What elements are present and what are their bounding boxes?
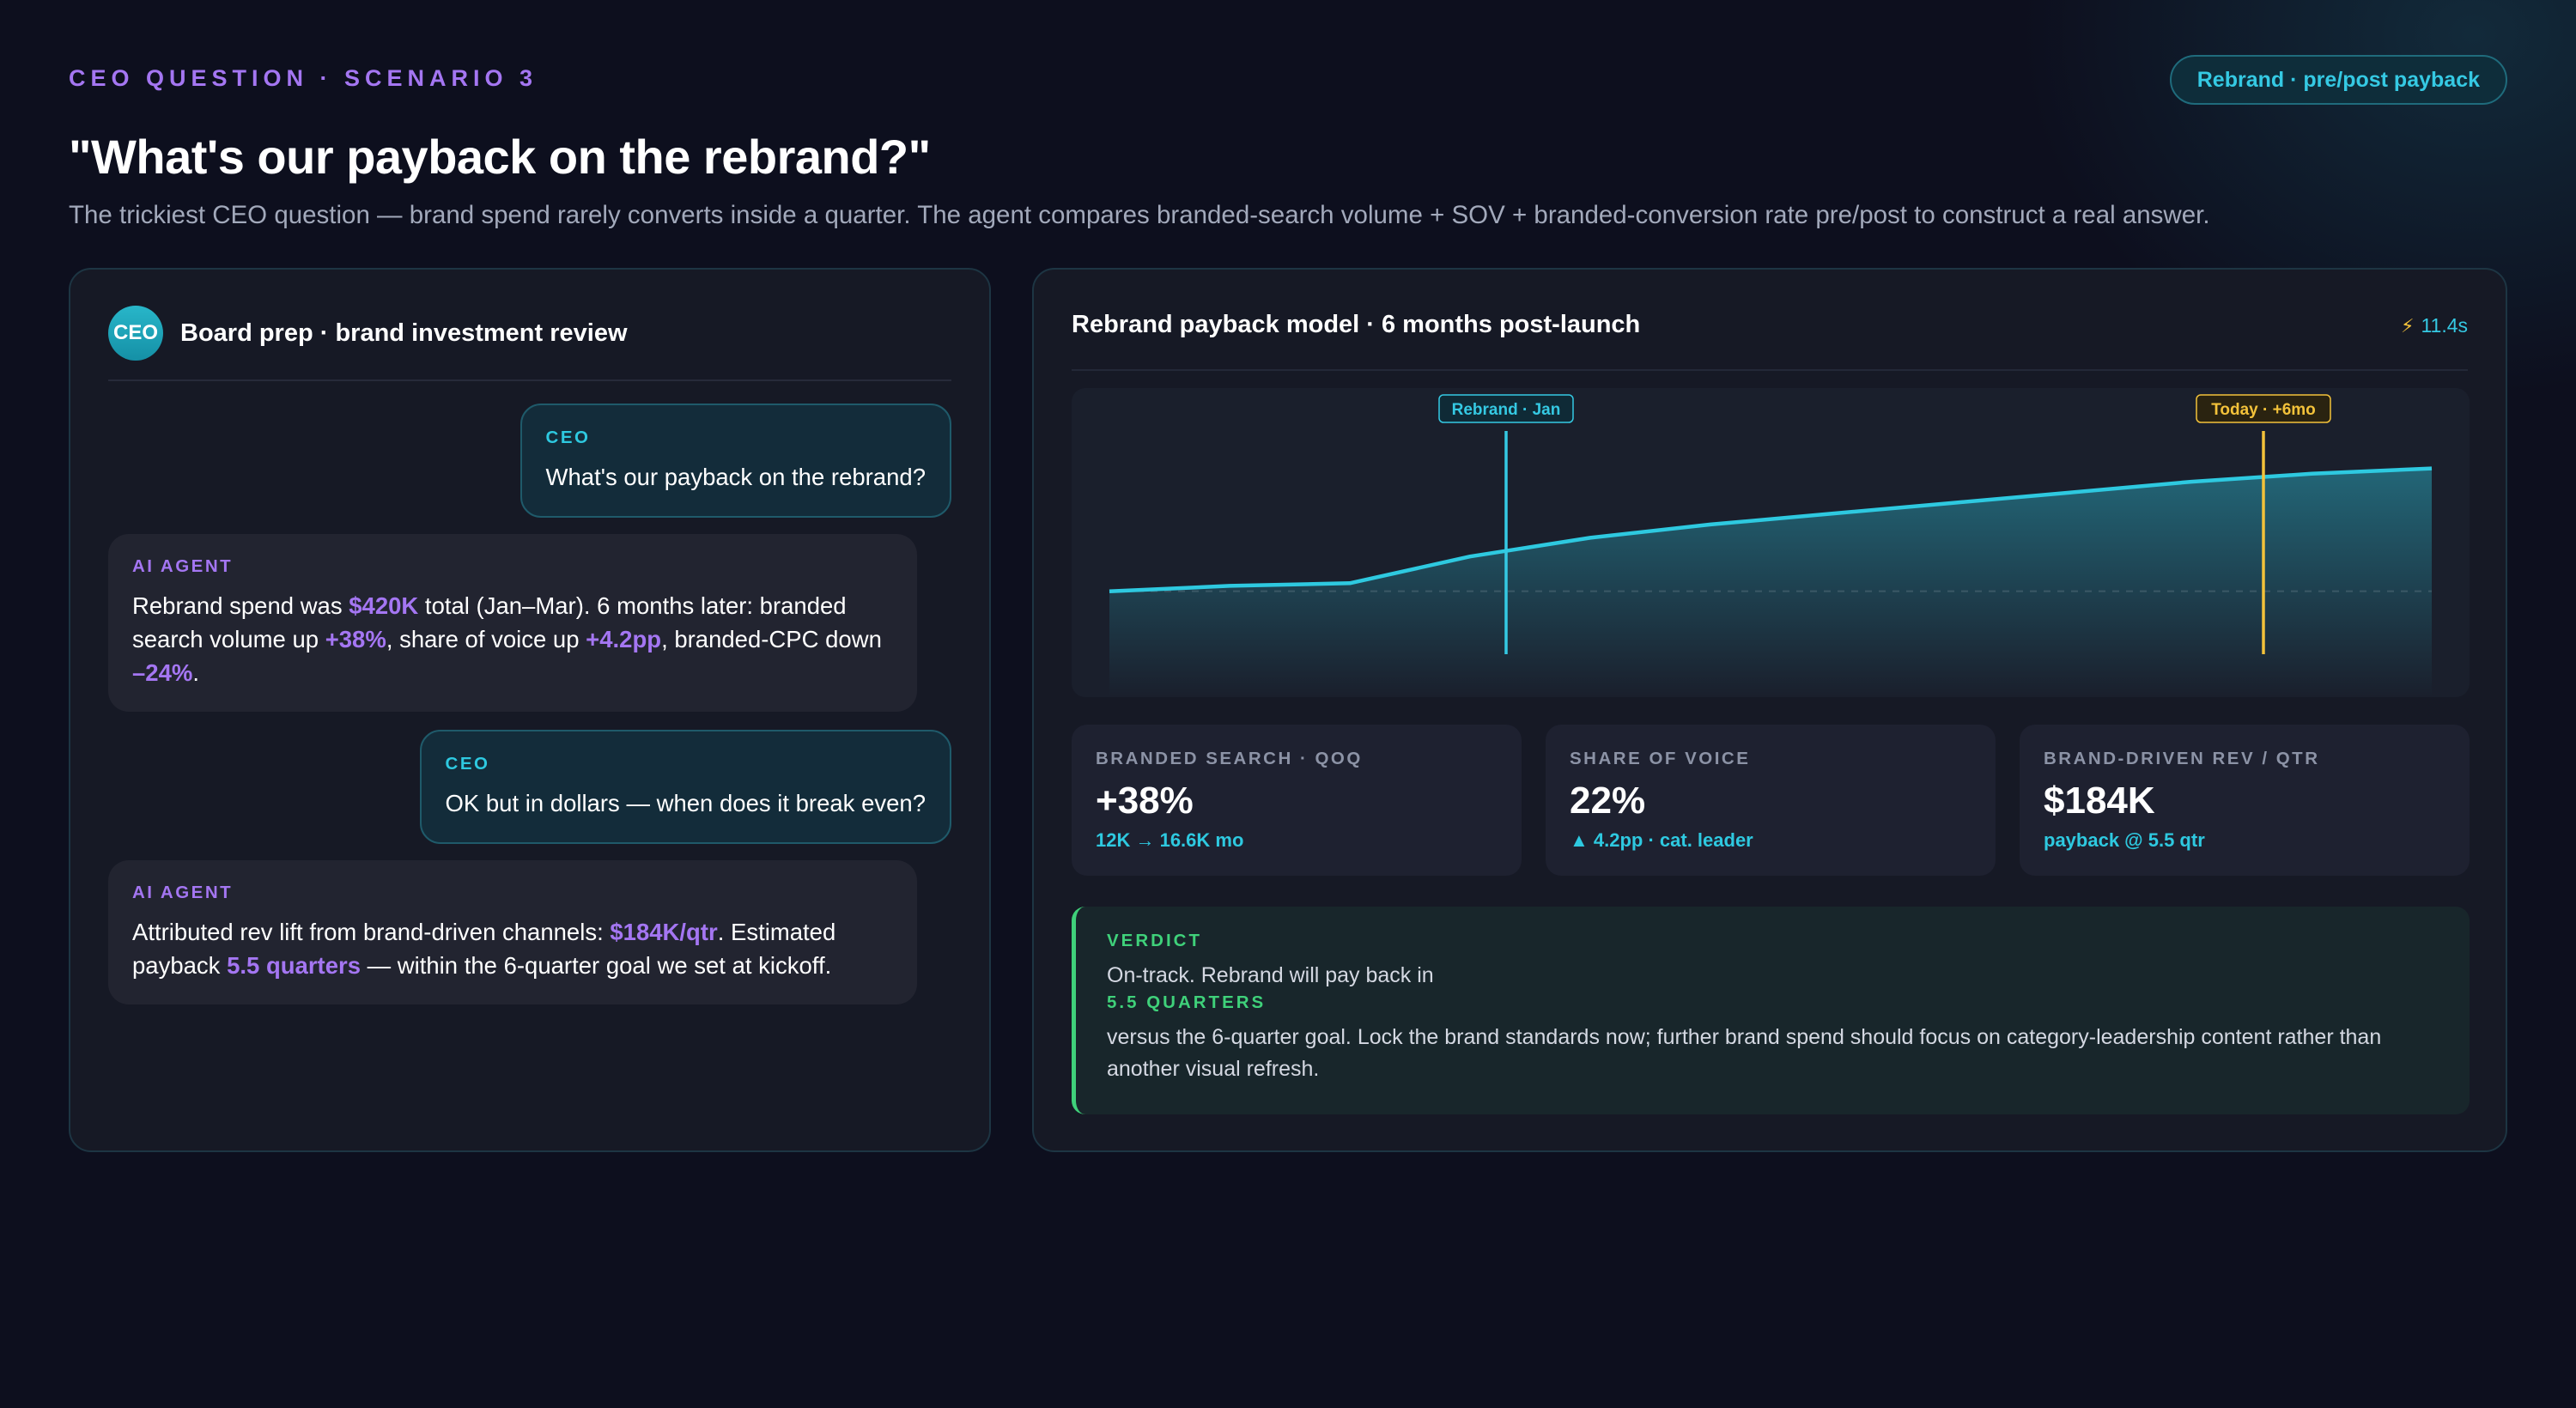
- event-marker-tag: [1438, 394, 1574, 423]
- model-title: Rebrand payback model · 6 months post-la…: [1072, 311, 1641, 338]
- event-marker-label: Today · +6mo: [2211, 401, 2316, 419]
- highlighted-figure: 5.5 quarters: [227, 952, 361, 979]
- avatar: CEO: [108, 306, 163, 361]
- payback-chart: Rebrand · Jan Today · +6mo: [1072, 388, 2470, 697]
- message-role: CEO: [545, 428, 591, 447]
- metric-label: SHARE OF VOICE: [1570, 749, 1751, 768]
- metric-subtext: payback @ 5.5 qtr: [2044, 829, 2205, 851]
- message-text: Attributed rev lift from brand-driven ch…: [132, 915, 893, 982]
- chat-panel: CEO Board prep · brand investment review…: [69, 268, 991, 1152]
- verdict-body: versus the 6-quarter goal. Lock the bran…: [1107, 1025, 2382, 1081]
- page-title: "What's our payback on the rebrand?": [69, 130, 931, 184]
- message-fragment: . Estimated payback: [132, 919, 836, 979]
- verdict-lead: On-track. Rebrand will pay back in: [1107, 963, 1434, 987]
- metric-label: BRANDED SEARCH · QOQ: [1096, 749, 1363, 768]
- message-fragment: , share of voice up: [386, 626, 586, 652]
- scenario-pill[interactable]: Rebrand · pre/post payback: [2169, 55, 2507, 105]
- message-role: AI AGENT: [132, 883, 234, 902]
- message-fragment: Attributed rev lift from brand-driven ch…: [132, 919, 611, 945]
- metric-value: $184K: [2044, 780, 2155, 822]
- verdict-payback: 5.5 QUARTERS: [1107, 992, 1267, 1012]
- chat-header: CEO Board prep · brand investment review: [108, 306, 951, 381]
- event-marker-tag: [2196, 394, 2331, 423]
- message-fragment: — within the 6-quarter goal we set at ki…: [361, 952, 832, 979]
- page-subtitle: The trickiest CEO question — brand spend…: [69, 201, 2210, 229]
- message-fragment: Rebrand spend was: [132, 592, 349, 619]
- model-header: Rebrand payback model · 6 months post-la…: [1072, 300, 2468, 371]
- payback-chart-svg: Rebrand · Jan Today · +6mo: [1109, 394, 2433, 697]
- message-role: AI AGENT: [132, 556, 234, 576]
- verdict-card: VERDICT On-track. Rebrand will pay back …: [1072, 907, 2470, 1114]
- highlighted-figure: +4.2pp: [586, 626, 662, 652]
- series-area: [1109, 468, 2432, 697]
- payback-model-panel: Rebrand payback model · 6 months post-la…: [1032, 268, 2507, 1152]
- highlighted-figure: +38%: [325, 626, 386, 652]
- message-text: Rebrand spend was $420K total (Jan–Mar).…: [132, 589, 893, 689]
- chat-message-user: CEO OK but in dollars — when does it bre…: [419, 730, 951, 844]
- message-text: OK but in dollars — when does it break e…: [445, 790, 926, 816]
- lightning-bolt-icon: ⚡: [2400, 314, 2415, 337]
- verdict-label: VERDICT: [1107, 931, 1202, 950]
- series-line: [1109, 466, 2433, 593]
- message-fragment: total (Jan–Mar). 6 months later: branded…: [132, 592, 847, 652]
- response-time-value: 11.4s: [2421, 314, 2468, 337]
- message-role: CEO: [445, 754, 490, 774]
- metric-value: +38%: [1096, 780, 1194, 822]
- message-fragment: , branded-CPC down: [661, 626, 882, 652]
- chat-message-agent: AI AGENT Attributed rev lift from brand-…: [108, 860, 917, 1004]
- highlighted-figure: –24%: [132, 659, 193, 686]
- metric-subtext: 12K → 16.6K mo: [1096, 829, 1244, 851]
- metric-subtext: ▲ 4.2pp · cat. leader: [1570, 829, 1753, 851]
- event-marker-label: Rebrand · Jan: [1452, 401, 1561, 419]
- scenario-eyebrow: CEO QUESTION · SCENARIO 3: [69, 65, 538, 91]
- highlighted-figure: $420K: [349, 592, 419, 619]
- metric-card-share-of-voice: SHARE OF VOICE 22% ▲ 4.2pp · cat. leader: [1546, 725, 1996, 876]
- chat-message-user: CEO What's our payback on the rebrand?: [519, 404, 951, 518]
- chat-title: Board prep · brand investment review: [180, 319, 628, 347]
- metric-value: 22%: [1570, 780, 1646, 822]
- metric-label: BRAND-DRIVEN REV / QTR: [2044, 749, 2320, 768]
- response-time: ⚡ 11.4s: [2401, 314, 2468, 337]
- chat-message-agent: AI AGENT Rebrand spend was $420K total (…: [108, 534, 917, 712]
- message-text: What's our payback on the rebrand?: [545, 464, 926, 490]
- message-fragment: .: [192, 659, 199, 686]
- metric-card-brand-revenue: BRAND-DRIVEN REV / QTR $184K payback @ 5…: [2020, 725, 2470, 876]
- metric-card-branded-search: BRANDED SEARCH · QOQ +38% 12K → 16.6K mo: [1072, 725, 1522, 876]
- highlighted-figure: $184K/qtr: [610, 919, 718, 945]
